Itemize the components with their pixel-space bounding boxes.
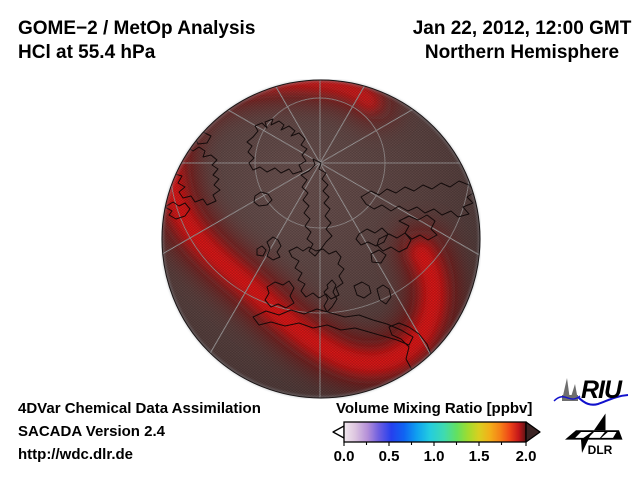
svg-text:RIU: RIU xyxy=(581,376,623,404)
svg-text:DLR: DLR xyxy=(588,443,613,457)
svg-text:2.0: 2.0 xyxy=(516,448,537,465)
svg-text:0.0: 0.0 xyxy=(334,448,355,465)
svg-text:1.5: 1.5 xyxy=(469,448,490,465)
svg-text:1.0: 1.0 xyxy=(424,448,445,465)
svg-text:0.5: 0.5 xyxy=(379,448,400,465)
